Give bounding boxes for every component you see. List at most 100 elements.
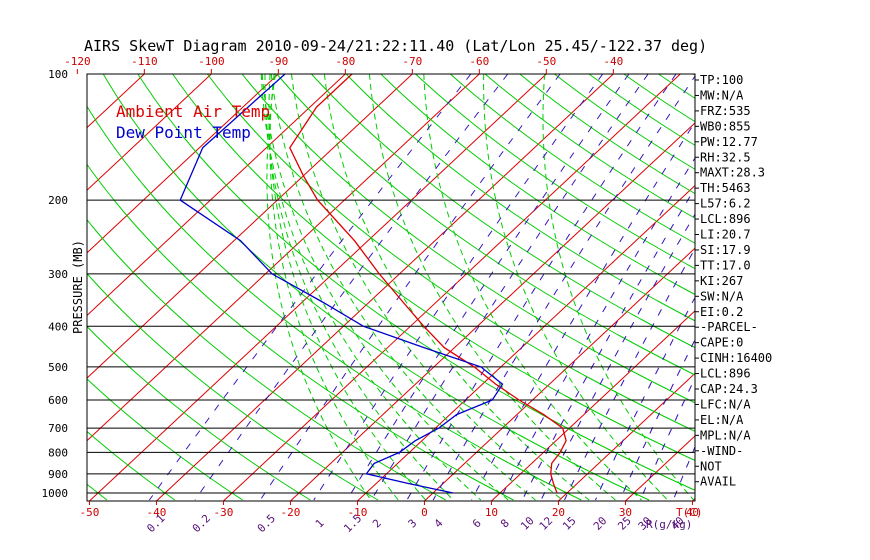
isotherm-line (87, 74, 279, 254)
isotherm-line (89, 74, 547, 501)
index-label: LCL:896 (700, 212, 751, 226)
grid-lines (0, 74, 870, 501)
index-label: CINH:16400 (700, 351, 772, 365)
index-label: LFC:N/A (700, 397, 751, 411)
index-label: MAXT:28.3 (700, 166, 765, 180)
dry-adiabat-line (102, 74, 650, 501)
moist-adiabat-line (290, 74, 563, 501)
index-label: CAP:24.3 (700, 382, 758, 396)
legend: Ambient Air Temp Dew Point Temp (116, 102, 270, 142)
dry-adiabat-line (87, 163, 514, 501)
moist-adiabat-line (323, 74, 590, 501)
top-tick-label: -100 (198, 55, 225, 68)
chart-title: AIRS SkewT Diagram 2010-09-24/21:22:11.4… (84, 37, 707, 55)
dry-adiabat-line (87, 219, 446, 501)
isotherm-line (87, 74, 413, 379)
top-tick-label: -40 (603, 55, 623, 68)
bottom-tick-label: -50 (80, 506, 100, 519)
index-label: TH:5463 (700, 181, 751, 195)
moist-adiabat-line (261, 74, 509, 501)
top-tick-label: -110 (131, 55, 158, 68)
dry-adiabat-line (87, 378, 243, 501)
moist-adiabat-line (542, 74, 695, 501)
isotherm-line (0, 74, 10, 501)
pressure-tick-label: 800 (48, 446, 68, 459)
top-tick-label: -80 (335, 55, 355, 68)
isotherm-line (290, 122, 695, 501)
dry-adiabat-line (87, 105, 582, 501)
mixing-ratio-line (595, 296, 695, 501)
dry-adiabat-line (449, 74, 695, 244)
index-label: KI:267 (700, 274, 743, 288)
index-label: SI:17.9 (700, 243, 751, 257)
mixing-ratio-line (406, 74, 677, 501)
temperature-profile-line (289, 74, 567, 494)
dry-adiabat-line (519, 74, 695, 195)
mixing-ratio-line (564, 247, 695, 501)
index-label: WB0:855 (700, 119, 751, 133)
mixing-ratio-tick-label: 8 (498, 517, 512, 531)
pressure-tick-label: 200 (48, 194, 68, 207)
mixing-ratio-tick-label: 0.5 (255, 512, 278, 535)
bottom-tick-label: -40 (147, 506, 167, 519)
bottom-tick-label: 20 (552, 506, 565, 519)
dry-adiabat-line (415, 74, 695, 270)
moist-adiabat-line (483, 74, 668, 501)
pressure-tick-label: 100 (48, 68, 68, 81)
index-label: AVAIL (700, 475, 736, 489)
index-label: NOT (700, 459, 722, 473)
legend-ambient: Ambient Air Temp (116, 102, 270, 121)
bottom-tick-label: 10 (485, 506, 498, 519)
index-label: TT:17.0 (700, 258, 751, 272)
mixing-ratio-tick-label: 1 (313, 517, 327, 531)
index-label: RH:32.5 (700, 150, 751, 164)
top-tick-label: -120 (64, 55, 91, 68)
pressure-tick-label: 400 (48, 320, 68, 333)
moist-adiabat-line (266, 74, 372, 501)
y-axis-label: PRESSURE (MB) (71, 240, 85, 334)
dry-adiabat-line (241, 74, 695, 404)
isotherm-line (156, 74, 614, 501)
top-tick-label: -70 (402, 55, 422, 68)
dry-adiabat-line (345, 74, 695, 322)
mixing-ratio-line (313, 74, 604, 501)
plot-frame (86, 73, 696, 502)
legend-dewpoint: Dew Point Temp (116, 123, 251, 142)
index-label: SW:N/A (700, 289, 744, 303)
index-label: LI:20.7 (700, 228, 751, 242)
top-tick-label: -90 (268, 55, 288, 68)
isotherm-line (87, 74, 212, 191)
isotherm-line (0, 74, 77, 501)
bottom-tick-label: 40 (686, 506, 699, 519)
top-tick-label: -50 (536, 55, 556, 68)
mixing-ratio-line (259, 74, 561, 501)
index-label: CAPE:0 (700, 336, 743, 350)
dry-adiabat-line (380, 74, 695, 296)
top-tick-label: -60 (469, 55, 489, 68)
moist-adiabat-line (260, 74, 482, 501)
index-label: -WIND- (700, 444, 743, 458)
pressure-tick-label: 300 (48, 268, 68, 281)
isotherm-line (424, 247, 695, 501)
dewpoint-profile-line (179, 74, 504, 494)
bottom-tick-label: -20 (281, 506, 301, 519)
bottom-tick-label: -30 (214, 506, 234, 519)
moist-adiabat-line (423, 74, 642, 501)
pressure-tick-label: 900 (48, 468, 68, 481)
isotherm-line (491, 310, 695, 501)
mixing-ratio-tick-label: 10 (518, 514, 537, 533)
index-label: TP:100 (700, 73, 743, 87)
isotherm-line (759, 74, 870, 501)
mixing-ratio-line (471, 121, 695, 501)
pressure-tick-label: 700 (48, 422, 68, 435)
pressure-tick-label: 500 (48, 361, 68, 374)
dry-adiabat-line (311, 74, 695, 349)
dry-adiabat-line (87, 483, 108, 501)
index-label: FRZ:535 (700, 104, 751, 118)
mixing-ratio-tick-label: 0.2 (190, 512, 213, 535)
dry-adiabat-line (276, 74, 695, 376)
dry-adiabat-line (87, 325, 311, 501)
mixing-ratio-tick-label: 20 (591, 514, 610, 533)
